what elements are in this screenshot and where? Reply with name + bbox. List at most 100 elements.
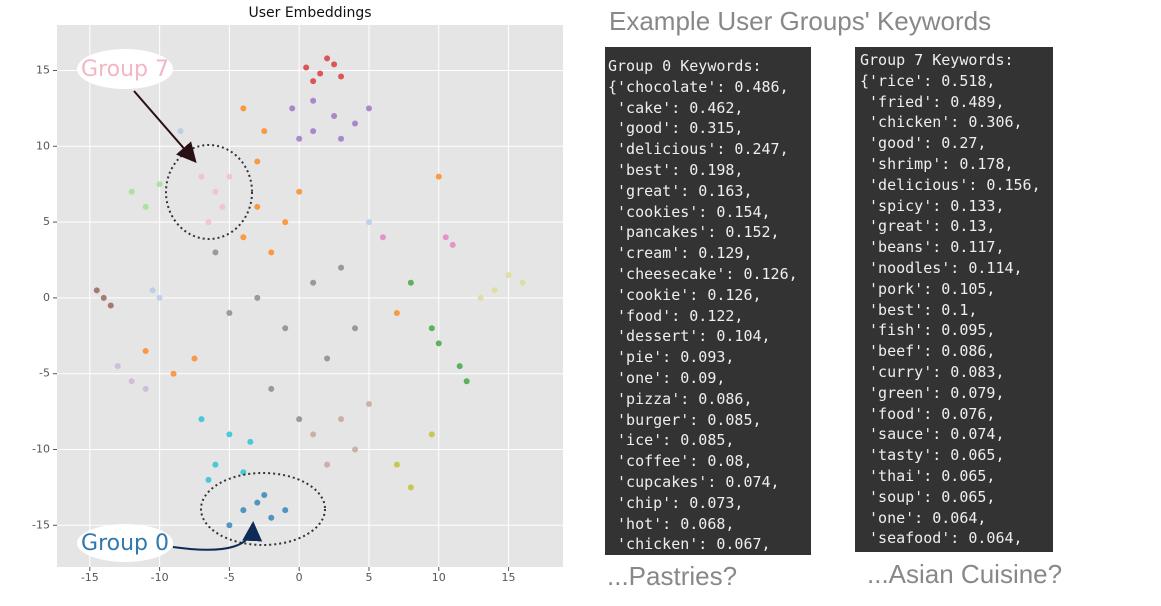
keyword-line: 'one': 0.09, (608, 368, 726, 387)
point (268, 249, 275, 256)
point (324, 461, 331, 468)
keyword-line: 'good': 0.27, (860, 134, 987, 153)
point (352, 446, 359, 453)
point (407, 279, 414, 286)
keyword-panel: Group 7 Keywords: {'rice': 0.518, 'fried'… (855, 47, 1053, 552)
point (393, 461, 400, 468)
point (303, 64, 310, 71)
point (428, 325, 435, 332)
point (142, 385, 149, 392)
keyword-line: 'pizza': 0.086, (608, 389, 753, 408)
point (100, 294, 107, 301)
keyword-line: Group 0 Keywords: (608, 57, 762, 75)
point (442, 234, 449, 241)
point (407, 484, 414, 491)
heading: Example User Groups' Keywords (609, 6, 992, 36)
keyword-line: 'soup': 0.065, (860, 487, 996, 506)
point (212, 461, 219, 468)
keyword-line: 'green': 0.079, (860, 383, 1005, 402)
point (477, 294, 484, 301)
highlight-circle (165, 144, 253, 240)
point (177, 128, 184, 135)
point (338, 135, 345, 142)
x-tick-label: 5 (365, 571, 372, 584)
point (296, 416, 303, 423)
keyword-line: 'food': 0.076, (860, 404, 996, 423)
annotation: Group 0 (81, 531, 169, 556)
point (128, 188, 135, 195)
point (93, 287, 100, 294)
x-tick-label: -10 (151, 571, 169, 584)
point (435, 340, 442, 347)
keyword-line: 'spicy': 0.133, (860, 196, 1005, 215)
point (205, 219, 212, 226)
point (365, 105, 372, 112)
point (449, 241, 456, 248)
point (205, 476, 212, 483)
caption: ...Asian Cuisine? (867, 559, 1063, 589)
point (393, 310, 400, 317)
point (282, 325, 289, 332)
keyword-line: 'fish': 0.095, (860, 321, 996, 340)
arrow (133, 90, 197, 164)
point (379, 234, 386, 241)
y-tick-label: 5 (43, 215, 50, 228)
keyword-line: 'shrimp': 0.178, (860, 154, 1014, 173)
point (254, 294, 261, 301)
keyword-line: 'best': 0.1, (860, 300, 978, 319)
chart: User Embeddings Group 7 Group 0 -15 -10 -5… (32, 5, 563, 584)
keyword-line: 'ice': 0.085, (608, 431, 735, 450)
point (254, 158, 261, 165)
annotation: Group 7 (81, 57, 169, 82)
label-bubble (77, 49, 173, 89)
point (219, 203, 226, 210)
keyword-line: 'delicious': 0.247, (608, 140, 789, 159)
point (254, 203, 261, 210)
keyword-line: 'one': 0.064, (860, 508, 987, 527)
keyword-line: 'hot': 0.068, (608, 514, 735, 533)
point (435, 173, 442, 180)
keyword-line: Group 7 Keywords: (860, 51, 1014, 69)
x-tick-label: -5 (224, 571, 235, 584)
point (310, 431, 317, 438)
point (310, 279, 317, 286)
point (268, 514, 275, 521)
keyword-line: 'thai': 0.065, (860, 466, 996, 485)
point (142, 347, 149, 354)
point (240, 507, 247, 514)
keyword-line: 'cookie': 0.126, (608, 285, 762, 304)
point (240, 105, 247, 112)
point (149, 287, 156, 294)
point (114, 363, 121, 370)
point (198, 416, 205, 423)
keyword-line: 'cupcakes': 0.074, (608, 472, 780, 491)
point (324, 355, 331, 362)
y-tick-label: -10 (32, 443, 50, 456)
keyword-panel: Group 0 Keywords: {'chocolate': 0.486, 'c… (605, 47, 811, 555)
keyword-line: 'tasty': 0.065, (860, 446, 1005, 465)
point (240, 234, 247, 241)
point (226, 431, 233, 438)
point (142, 203, 149, 210)
point (310, 97, 317, 104)
point (191, 355, 198, 362)
point (261, 128, 268, 135)
keyword-line: 'cream': 0.129, (608, 244, 753, 263)
point (338, 416, 345, 423)
keyword-line: {'chocolate': 0.486, (608, 77, 789, 96)
point (296, 188, 303, 195)
chart-title: User Embeddings (248, 5, 371, 21)
point (156, 294, 163, 301)
keyword-line: 'great': 0.13, (860, 217, 996, 236)
keyword-line: 'burger': 0.085, (608, 410, 762, 429)
point (289, 105, 296, 112)
keyword-line: 'cake': 0.462, (608, 98, 744, 117)
point (331, 112, 338, 119)
point (310, 128, 317, 135)
point (268, 385, 275, 392)
point (352, 120, 359, 127)
keyword-line: 'pie': 0.093, (608, 348, 735, 367)
point (365, 219, 372, 226)
keyword-line: 'cookies': 0.154, (608, 202, 771, 221)
